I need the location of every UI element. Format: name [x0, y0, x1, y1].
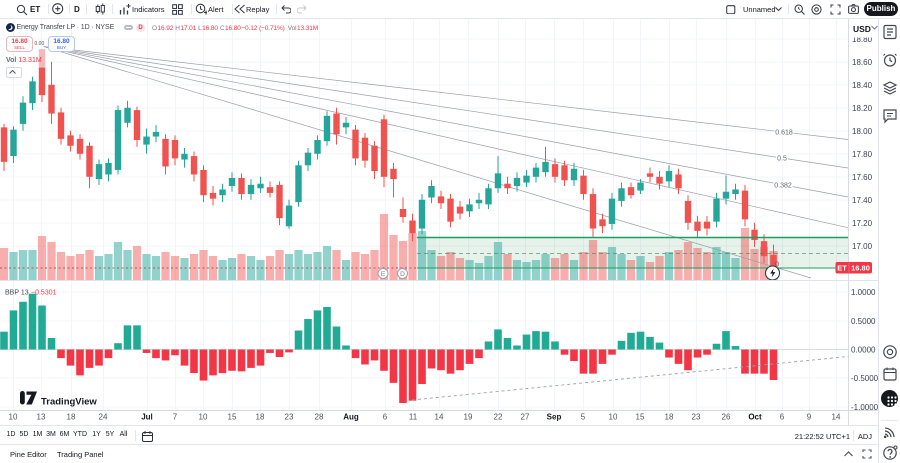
svg-text:0.382: 0.382 [774, 182, 792, 189]
svg-text:17.80: 17.80 [852, 150, 873, 159]
svg-text:0.5: 0.5 [777, 156, 787, 163]
svg-text:USD: USD [853, 24, 871, 34]
svg-text:14: 14 [435, 413, 444, 422]
svg-text:D: D [400, 271, 405, 278]
svg-text:24: 24 [99, 413, 108, 422]
svg-text:5: 5 [581, 413, 586, 422]
svg-text:17.20: 17.20 [852, 219, 873, 228]
svg-text:0.5000: 0.5000 [851, 317, 876, 326]
svg-text:9: 9 [807, 413, 812, 422]
svg-text:15: 15 [636, 413, 645, 422]
svg-text:Jul: Jul [141, 413, 153, 422]
svg-text:17.00: 17.00 [852, 242, 873, 251]
svg-text:16.80: 16.80 [851, 263, 870, 272]
svg-text:23: 23 [692, 413, 701, 422]
svg-text:18: 18 [665, 413, 674, 422]
svg-text:10: 10 [9, 413, 18, 422]
svg-text:1.0000: 1.0000 [851, 288, 876, 297]
svg-text:17.60: 17.60 [852, 173, 873, 182]
svg-text:BBP 13: BBP 13 [5, 290, 29, 297]
svg-text:Aug: Aug [343, 413, 359, 422]
svg-text:13: 13 [37, 413, 46, 422]
svg-text:22: 22 [494, 413, 503, 422]
svg-text:18: 18 [67, 413, 76, 422]
svg-text:0.0000: 0.0000 [851, 346, 876, 355]
svg-text:11: 11 [409, 413, 418, 422]
svg-text:0: 0 [775, 260, 779, 269]
svg-text:10: 10 [609, 413, 618, 422]
svg-text:10: 10 [199, 413, 208, 422]
svg-text:-0.5000: -0.5000 [851, 374, 879, 383]
svg-text:18.20: 18.20 [852, 104, 873, 113]
svg-text:27: 27 [521, 413, 530, 422]
svg-text:-1.0000: -1.0000 [851, 403, 879, 412]
svg-text:Oct: Oct [748, 413, 762, 422]
svg-text:6: 6 [383, 413, 388, 422]
svg-text:15: 15 [228, 413, 237, 422]
svg-text:18.60: 18.60 [852, 58, 873, 67]
svg-text:18: 18 [256, 413, 265, 422]
svg-text:Sep: Sep [547, 413, 562, 422]
svg-text:14: 14 [832, 413, 841, 422]
svg-text:18.80: 18.80 [852, 35, 873, 44]
svg-text:0.618: 0.618 [775, 130, 793, 137]
svg-text:E: E [381, 271, 386, 278]
svg-text:7: 7 [173, 413, 178, 422]
svg-text:23: 23 [285, 413, 294, 422]
svg-text:18.00: 18.00 [852, 127, 873, 136]
svg-text:17.40: 17.40 [852, 196, 873, 205]
svg-text:18.40: 18.40 [852, 81, 873, 90]
svg-text:−0.5301: −0.5301 [31, 290, 57, 297]
svg-text:ET: ET [837, 263, 847, 272]
svg-text:26: 26 [722, 413, 731, 422]
svg-text:28: 28 [315, 413, 324, 422]
svg-text:TradingView: TradingView [41, 397, 97, 408]
svg-text:19: 19 [464, 413, 473, 422]
svg-text:6: 6 [780, 413, 785, 422]
